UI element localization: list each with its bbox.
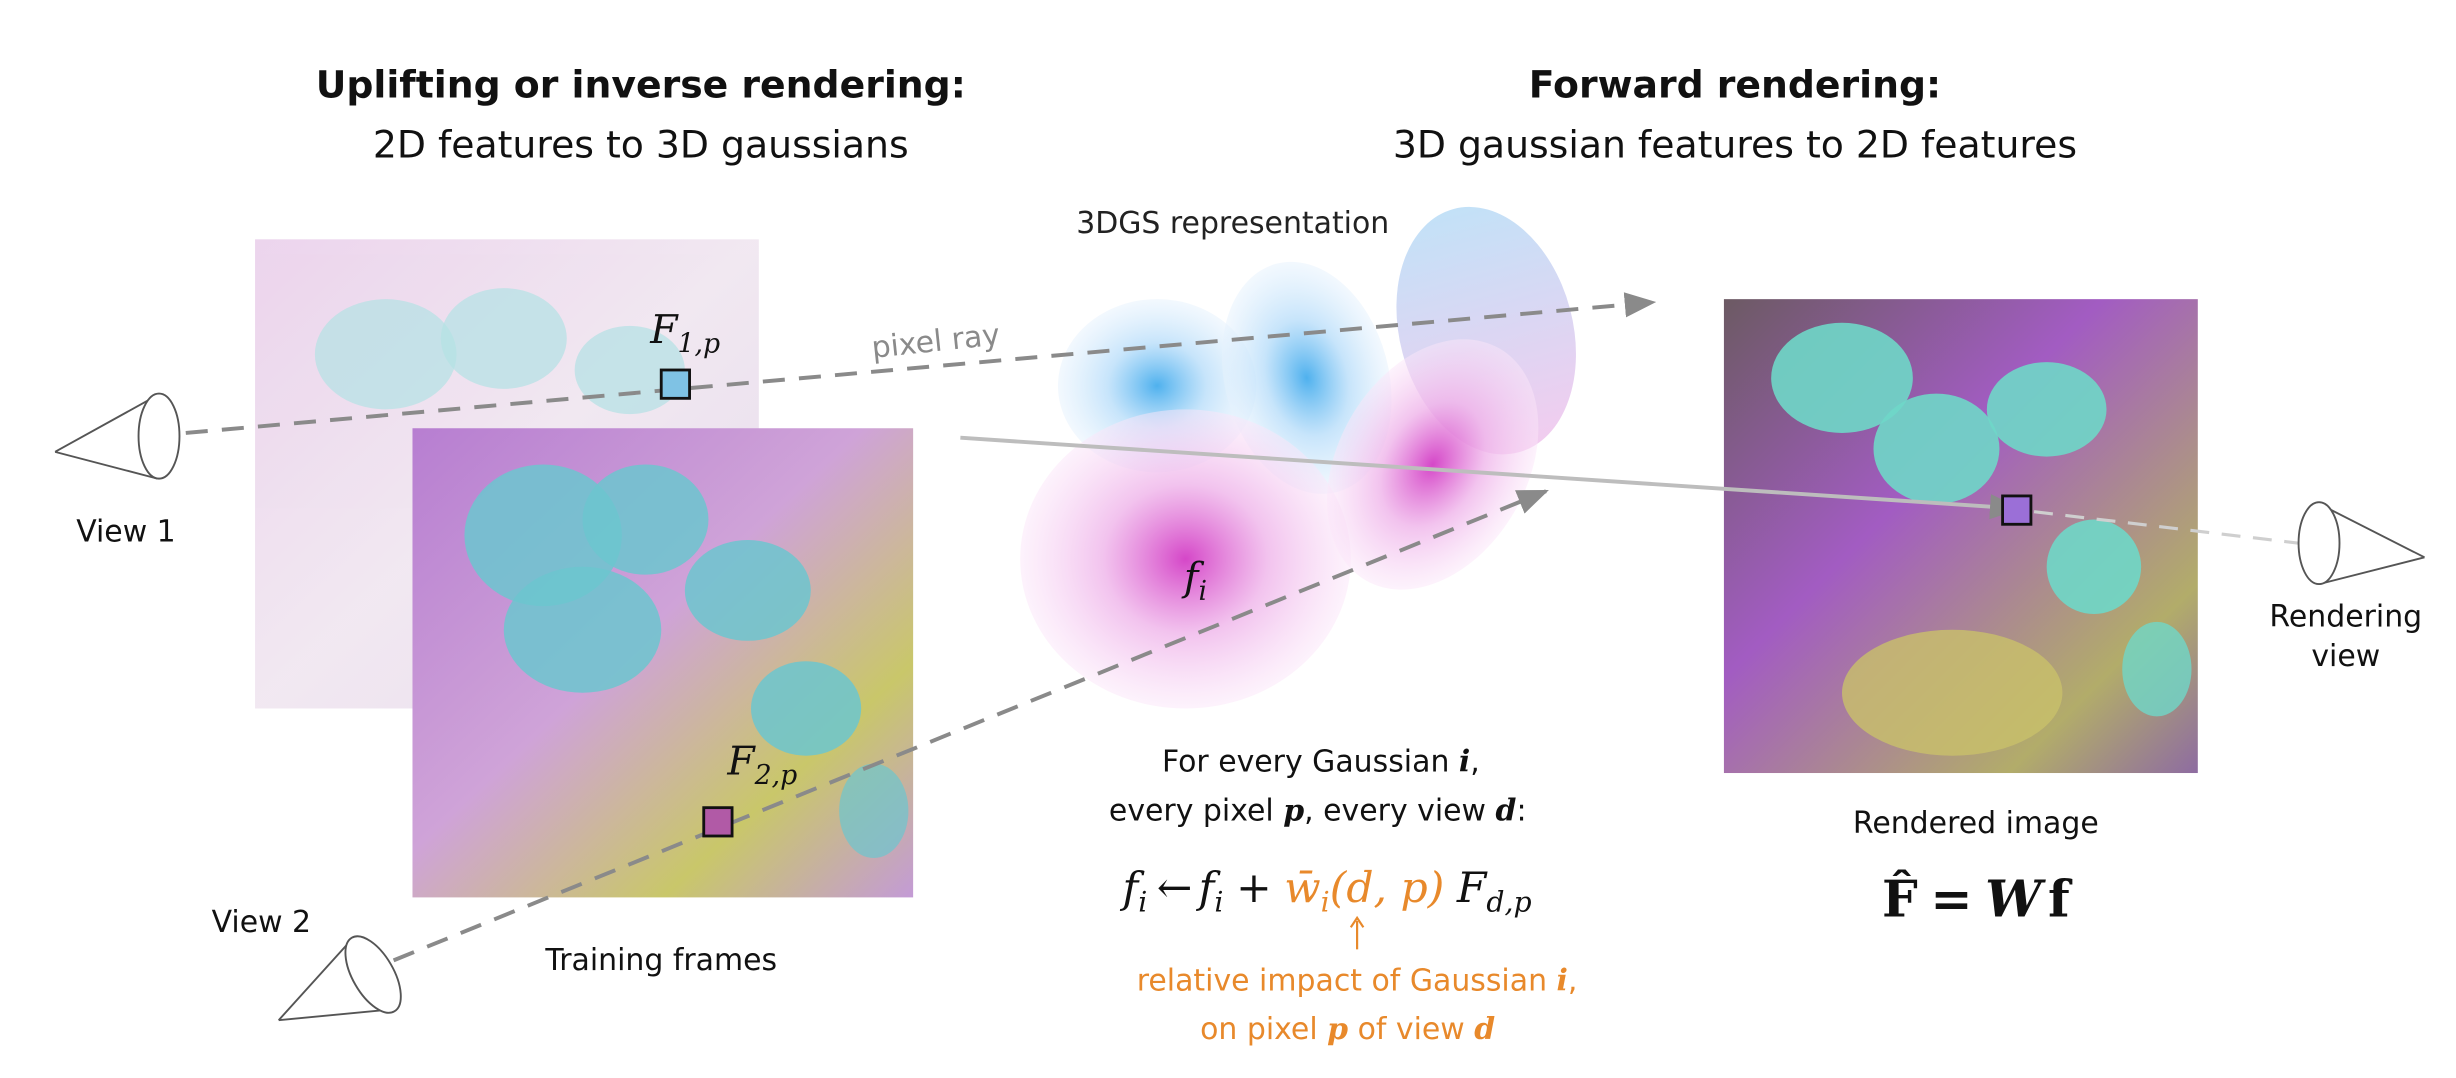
- symbol: w̄: [1284, 864, 1320, 913]
- symbol: (d, p): [1330, 864, 1445, 913]
- pixel-ray: [185, 292, 1657, 435]
- label: Training frames: [544, 943, 777, 978]
- text-part: every pixel: [1109, 793, 1283, 828]
- variable: d: [1474, 1012, 1495, 1047]
- variable: i: [1557, 963, 1568, 998]
- text-part: on pixel: [1200, 1012, 1327, 1047]
- subscript: 2,p: [754, 760, 798, 791]
- render-ray: [2033, 510, 2299, 545]
- symbol: W: [1985, 869, 2046, 928]
- label: View 1: [76, 515, 176, 550]
- label: 3DGS representation: [1076, 206, 1389, 241]
- text-part: relative impact of Gaussian: [1137, 963, 1557, 998]
- subscript: i: [1321, 886, 1330, 919]
- text-part: For every Gaussian: [1162, 744, 1459, 779]
- pixel: [2001, 494, 2033, 526]
- text-part: ,: [1568, 963, 1578, 998]
- heading-subtitle: 2D features to 3D gaussians: [373, 122, 909, 166]
- variable: i: [1459, 744, 1470, 779]
- label: Rendering: [2269, 600, 2422, 635]
- note: relative impact of Gaussian i,: [1137, 963, 1578, 998]
- pixel: [702, 806, 734, 838]
- label: pixel ray: [870, 318, 1002, 366]
- subscript: 1,p: [678, 329, 721, 360]
- heading-subtitle: 3D gaussian features to 2D features: [1393, 122, 2077, 166]
- math-label: F1,p: [649, 307, 720, 359]
- pixel: [659, 368, 691, 400]
- math-label: F2,p: [726, 739, 797, 791]
- heading-title: Uplifting or inverse rendering:: [316, 63, 966, 107]
- label: view: [2311, 639, 2380, 674]
- note-arrow: [1349, 915, 1365, 928]
- symbol: f: [2048, 869, 2073, 928]
- camera: [2297, 501, 2425, 586]
- heading-title: Forward rendering:: [1529, 63, 1941, 107]
- rendered-image: [1723, 299, 2198, 774]
- update-text: every pixel p, every view d:: [1109, 793, 1527, 828]
- operator: =: [1930, 869, 1972, 928]
- text-part: , every view: [1304, 793, 1495, 828]
- symbol: F: [726, 739, 756, 785]
- gaussians: [1020, 206, 1576, 709]
- camera: [54, 392, 181, 480]
- text-part: of view: [1348, 1012, 1474, 1047]
- variable: p: [1283, 793, 1304, 828]
- pixel-ray: [392, 489, 1549, 963]
- label: View 2: [212, 905, 312, 940]
- symbol: F: [649, 307, 679, 353]
- symbol: F̂: [1882, 869, 1918, 928]
- subscript: i: [1198, 576, 1207, 607]
- note: on pixel p of view d: [1200, 1012, 1495, 1047]
- subscript: d,p: [1486, 886, 1531, 919]
- variable: p: [1327, 1012, 1348, 1047]
- symbol: F: [1456, 864, 1488, 913]
- training-frame: [412, 428, 914, 898]
- equation: fi ← fi + w̄i(d, p) Fd,p: [1120, 864, 1532, 918]
- update-text: For every Gaussian i,: [1162, 744, 1480, 779]
- camera: [277, 935, 402, 1022]
- label: Rendered image: [1853, 806, 2099, 841]
- render-ray: [960, 435, 2022, 520]
- operator: ←: [1157, 864, 1193, 913]
- text-part: :: [1516, 793, 1526, 828]
- variable: d: [1496, 793, 1517, 828]
- subscript: i: [1214, 886, 1223, 919]
- subscript: i: [1138, 886, 1147, 919]
- text-part: ,: [1470, 744, 1480, 779]
- operator: +: [1236, 864, 1272, 913]
